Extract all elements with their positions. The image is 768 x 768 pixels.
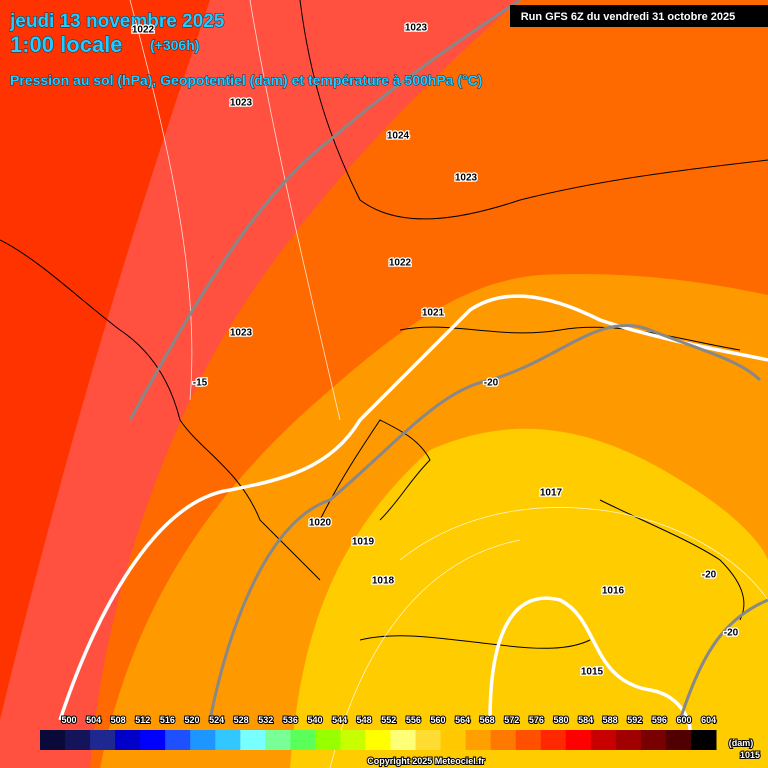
map-label: 1023 xyxy=(455,173,478,184)
legend-swatch xyxy=(390,730,417,750)
legend-swatch xyxy=(65,730,91,750)
isobars xyxy=(129,0,768,768)
legend-swatch xyxy=(215,730,241,750)
legend-unit: (dam) xyxy=(729,738,754,748)
run-box xyxy=(510,5,768,27)
map-label: -15 xyxy=(193,378,208,389)
legend-value: 576 xyxy=(529,715,544,725)
legend-swatch xyxy=(90,730,116,750)
map-label: 1015 xyxy=(581,667,604,678)
map-label: 1023 xyxy=(230,328,253,339)
legend-value: 508 xyxy=(111,715,126,725)
legend-swatch xyxy=(465,730,492,750)
lead-time: (+306h) xyxy=(150,37,199,53)
legend-value: 500 xyxy=(61,715,76,725)
legend-value: 580 xyxy=(553,715,568,725)
legend-value: 544 xyxy=(332,715,347,725)
legend-swatch xyxy=(640,730,667,750)
map-label: 1022 xyxy=(132,25,155,36)
legend-value: 540 xyxy=(307,715,322,725)
legend-value: 548 xyxy=(357,715,372,725)
legend-extra: 1015 xyxy=(740,750,760,760)
legend-swatch xyxy=(315,730,341,750)
legend-swatch xyxy=(165,730,191,750)
map-label: 1022 xyxy=(389,258,412,269)
map-label: 1019 xyxy=(352,537,375,548)
legend-swatch xyxy=(615,730,642,750)
map-label: 1024 xyxy=(387,131,410,142)
copyright: Copyright 2025 Meteociel.fr xyxy=(367,756,485,766)
legend-value: 524 xyxy=(209,715,224,725)
isotherm-grey xyxy=(128,0,521,421)
legend-value: 528 xyxy=(234,715,249,725)
legend-value: 552 xyxy=(381,715,396,725)
legend-swatch xyxy=(265,730,291,750)
legend-value: 600 xyxy=(676,715,691,725)
map-label: 1021 xyxy=(422,308,445,319)
warm-band xyxy=(0,0,520,768)
legend-swatch xyxy=(590,730,617,750)
map-label: -20 xyxy=(724,628,739,639)
legend-swatch xyxy=(665,730,692,750)
warm-zone xyxy=(0,0,210,720)
legend-value: 572 xyxy=(504,715,519,725)
legend-value: 504 xyxy=(86,715,101,725)
time-title: 1:00 locale xyxy=(10,32,123,57)
legend-swatch xyxy=(365,730,392,750)
cool-zone xyxy=(290,428,768,768)
map-label: 1023 xyxy=(230,98,253,109)
legend-value: 588 xyxy=(603,715,618,725)
map-label: -20 xyxy=(702,570,717,581)
legend-swatch xyxy=(565,730,592,750)
legend-swatch xyxy=(415,730,442,750)
legend-value: 596 xyxy=(652,715,667,725)
legend-swatch xyxy=(540,730,567,750)
legend-value: 532 xyxy=(258,715,273,725)
legend-swatch xyxy=(490,730,517,750)
map-label: 1016 xyxy=(602,586,625,597)
run-info: Run GFS 6Z du vendredi 31 octobre 2025 xyxy=(521,11,736,23)
legend-swatch xyxy=(340,730,366,750)
map-label: 1017 xyxy=(540,488,563,499)
legend-value: 604 xyxy=(701,715,716,725)
legend-value: 536 xyxy=(283,715,298,725)
subtitle: Pression au sol (hPa), Geopotentiel (dam… xyxy=(10,72,482,88)
legend-value: 516 xyxy=(160,715,175,725)
isotherm-white xyxy=(488,596,692,731)
isotherm-grey xyxy=(208,323,762,721)
legend-swatch xyxy=(40,730,66,750)
map-label: -20 xyxy=(484,378,499,389)
isotherm-grey xyxy=(678,598,768,721)
legend-value: 584 xyxy=(578,715,593,725)
legend-swatch xyxy=(290,730,316,750)
map-label: 1023 xyxy=(405,23,428,34)
legend-swatch xyxy=(190,730,216,750)
legend-swatch xyxy=(440,730,467,750)
legend-value: 560 xyxy=(430,715,445,725)
date-title: jeudi 13 novembre 2025 xyxy=(9,11,225,32)
legend-swatch xyxy=(140,730,166,750)
legend-swatch xyxy=(690,730,717,750)
legend-value: 556 xyxy=(406,715,421,725)
legend-swatch xyxy=(115,730,141,750)
legend-value: 568 xyxy=(480,715,495,725)
legend-value: 520 xyxy=(184,715,199,725)
legend-swatch xyxy=(515,730,542,750)
legend-swatch xyxy=(240,730,266,750)
legend-value: 592 xyxy=(627,715,642,725)
map-label: 1020 xyxy=(309,518,332,529)
legend-value: 564 xyxy=(455,715,470,725)
map-label: 1018 xyxy=(372,576,395,587)
legend-value: 512 xyxy=(135,715,150,725)
